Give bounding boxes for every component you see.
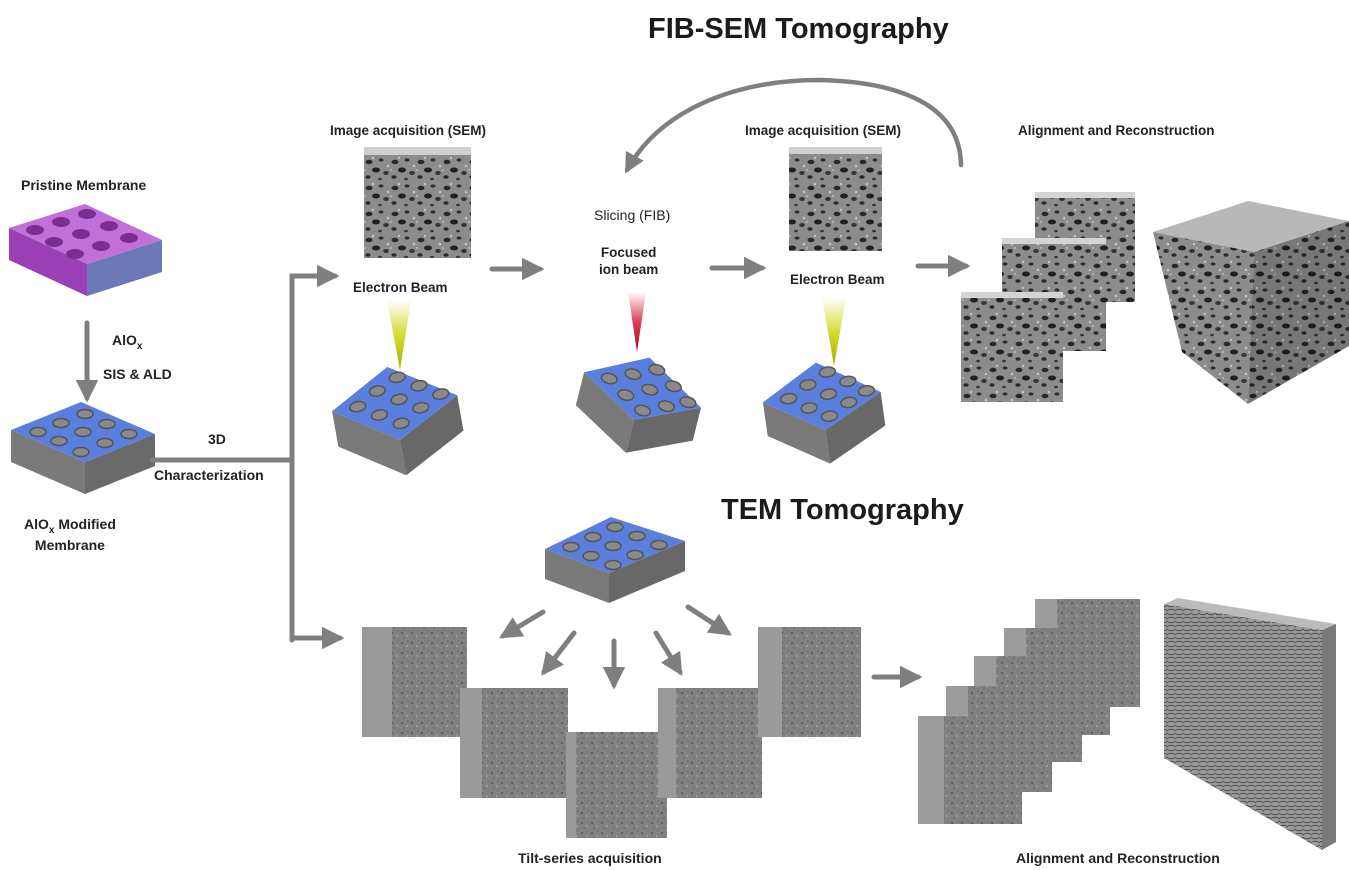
electron-beam-1-label: Electron Beam xyxy=(353,280,448,295)
electron-beam-2 xyxy=(822,298,846,366)
sample-block-sem-2 xyxy=(762,362,886,464)
fib-alignment-label: Alignment and Reconstruction xyxy=(1018,123,1215,138)
alox-label: AlOx xyxy=(112,332,143,352)
tem-alignment-label: Alignment and Reconstruction xyxy=(1016,850,1220,866)
tilt-arrow-5 xyxy=(685,604,732,636)
tem-title: TEM Tomography xyxy=(721,494,964,526)
arrow-to-fib xyxy=(289,264,340,463)
sample-block-fib xyxy=(575,357,701,453)
sample-block-tem xyxy=(545,517,685,603)
modified-membrane-label: AlOx Modified Membrane xyxy=(24,516,116,554)
tem-tilt-series xyxy=(362,627,861,838)
electron-beam-1 xyxy=(387,300,411,370)
tilt-arrow-1 xyxy=(499,609,546,639)
pristine-membrane-block xyxy=(9,204,162,296)
branch-line xyxy=(149,457,295,643)
fib-sem-title: FIB-SEM Tomography xyxy=(648,13,949,45)
sem-stack xyxy=(961,192,1135,402)
image-acquisition-2-label: Image acquisition (SEM) xyxy=(745,123,902,138)
sem-reconstruction-cube xyxy=(1153,201,1349,404)
focused-ion-beam-label: Focused ion beam xyxy=(599,245,659,277)
characterization-label: Characterization xyxy=(154,467,264,483)
tem-reconstruction-slab xyxy=(1164,598,1336,850)
char-3d-label: 3D xyxy=(208,431,226,447)
modified-membrane-block xyxy=(11,402,155,494)
tilt-arrow-2 xyxy=(541,630,577,676)
loop-arrow xyxy=(624,77,964,174)
tem-stack xyxy=(918,599,1140,824)
tilt-arrow-4 xyxy=(653,630,683,676)
electron-beam-2-label: Electron Beam xyxy=(790,272,885,287)
sample-block-sem-1 xyxy=(332,366,464,476)
image-acquisition-1-label: Image acquisition (SEM) xyxy=(330,123,487,138)
ion-beam xyxy=(628,292,646,352)
tilt-series-label: Tilt-series acquisition xyxy=(518,850,662,866)
slicing-label: Slicing (FIB) xyxy=(594,207,671,223)
sem-image-1 xyxy=(364,147,471,258)
sis-ald-label: SIS & ALD xyxy=(103,366,172,382)
pristine-label: Pristine Membrane xyxy=(21,177,147,193)
sem-image-2 xyxy=(789,147,882,251)
